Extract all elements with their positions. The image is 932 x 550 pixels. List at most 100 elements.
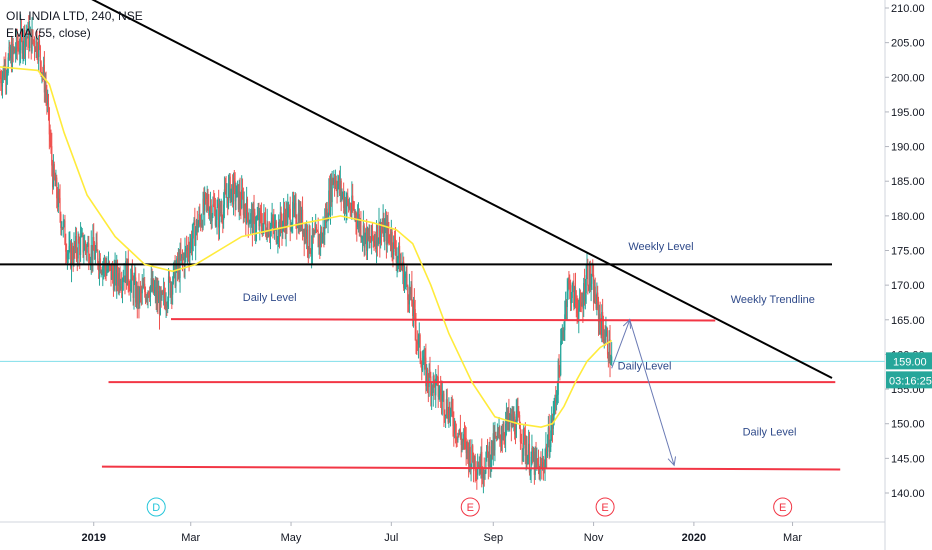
annotation-label: Daily Level xyxy=(743,426,797,438)
candle-body xyxy=(250,213,252,223)
event-marker[interactable] xyxy=(773,497,793,517)
candle-body xyxy=(227,184,230,207)
candle-body xyxy=(577,312,579,319)
candle-body xyxy=(385,222,388,245)
candle-body xyxy=(119,273,121,288)
candle-body xyxy=(27,25,29,38)
candle-body xyxy=(107,269,109,271)
event-marker[interactable] xyxy=(460,497,480,517)
candle-body xyxy=(6,72,8,77)
event-marker[interactable] xyxy=(146,497,166,517)
candle-body xyxy=(238,191,240,210)
candle-body xyxy=(264,213,266,221)
candle-body xyxy=(343,192,345,209)
x-tick-label: Mar xyxy=(181,532,200,544)
x-tick-label: Jul xyxy=(384,532,398,544)
candle-body xyxy=(540,464,542,466)
candle-body xyxy=(135,286,138,303)
candle-body xyxy=(357,219,359,227)
candle-body xyxy=(361,237,363,239)
candle-body xyxy=(585,275,587,294)
candle-body xyxy=(428,369,430,387)
candle-body xyxy=(370,241,372,243)
candle-body xyxy=(396,258,398,263)
ema-55-line xyxy=(0,66,613,429)
candle-body xyxy=(369,237,371,242)
candle-body xyxy=(302,229,304,234)
candle-body xyxy=(76,253,78,259)
candle-body xyxy=(254,212,256,234)
candle-body xyxy=(155,287,157,302)
candle-body xyxy=(500,435,502,444)
candle-body xyxy=(537,464,540,467)
candle-body xyxy=(292,201,294,224)
candle-body xyxy=(596,292,598,309)
candle-body xyxy=(580,302,582,307)
candle-body xyxy=(68,246,70,254)
candle-body xyxy=(308,225,310,250)
y-tick-label: 180.00 xyxy=(891,211,925,223)
candle-body xyxy=(514,416,516,435)
candle-body xyxy=(131,270,133,281)
candle-body xyxy=(257,214,259,219)
candle-body xyxy=(236,184,239,186)
candle-body xyxy=(210,205,212,222)
candle-body xyxy=(444,414,446,416)
candle-body xyxy=(592,274,595,303)
candle-body xyxy=(153,279,155,294)
candle-body xyxy=(146,296,148,298)
candle-body xyxy=(569,284,572,304)
candle-body xyxy=(306,229,308,240)
candle-body xyxy=(156,291,158,302)
candle-body xyxy=(255,229,257,234)
candle-body xyxy=(267,223,269,237)
event-marker[interactable] xyxy=(595,497,615,517)
candle-body xyxy=(110,264,112,280)
candle-body xyxy=(5,76,8,80)
candle-body xyxy=(560,339,563,342)
candle-body xyxy=(140,290,143,294)
candle-body xyxy=(82,233,84,253)
candle-body xyxy=(8,46,10,58)
candle-body xyxy=(275,221,277,243)
candle-body xyxy=(13,48,15,51)
candle-body xyxy=(371,225,374,238)
candle-body xyxy=(365,228,367,234)
annotation-label: Daily Level xyxy=(243,292,297,304)
candle-body xyxy=(87,243,89,246)
candle-body xyxy=(183,256,185,268)
candle-body xyxy=(283,212,286,221)
candle-body xyxy=(392,249,394,255)
candle-body xyxy=(388,233,390,235)
indicator-label[interactable]: EMA (55, close) xyxy=(6,26,91,40)
candle-body xyxy=(143,283,145,288)
candle-body xyxy=(453,426,455,434)
candle-body xyxy=(586,264,588,276)
candle-body xyxy=(194,219,196,246)
candle-body xyxy=(352,208,355,210)
candle-body xyxy=(458,429,461,434)
candle-body xyxy=(98,264,100,272)
candle-body xyxy=(324,217,326,235)
candle-body xyxy=(241,189,243,208)
x-tick-label: May xyxy=(281,532,302,544)
candle-body xyxy=(9,46,11,59)
ema-line xyxy=(0,66,613,429)
candle-body xyxy=(433,375,435,381)
candle-body xyxy=(61,227,64,230)
candle-body xyxy=(189,246,191,258)
candle-body xyxy=(297,212,300,228)
candle-body xyxy=(103,260,106,266)
candle-body xyxy=(93,237,95,251)
candle-body xyxy=(555,395,558,403)
symbol-title[interactable]: OIL INDIA LTD, 240, NSE xyxy=(6,9,143,23)
candle-body xyxy=(54,177,56,186)
candle-body xyxy=(96,242,98,252)
candle-body xyxy=(208,207,210,216)
candle-body xyxy=(247,213,249,226)
candle-body xyxy=(91,245,93,261)
candle-body xyxy=(170,285,172,296)
